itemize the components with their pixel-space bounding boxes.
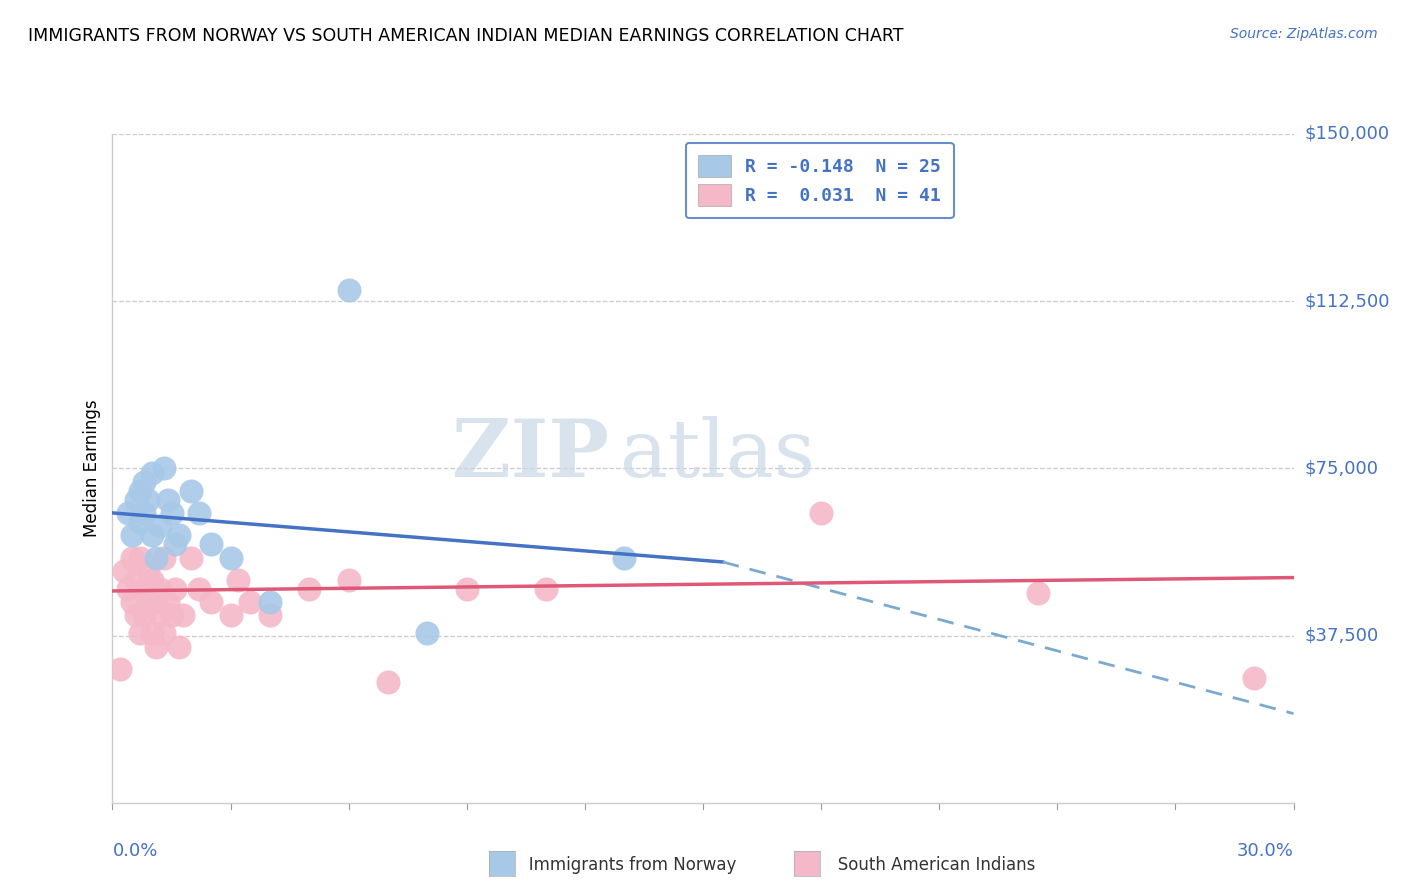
Point: [145, 550, 167, 565]
Point: [132, 506, 155, 520]
Text: $150,000: $150,000: [1305, 125, 1389, 143]
Point: [200, 537, 222, 551]
Point: [219, 608, 242, 623]
Point: [129, 483, 152, 498]
Point: [152, 550, 174, 565]
Text: Source: ZipAtlas.com: Source: ZipAtlas.com: [1230, 27, 1378, 41]
Point: [125, 608, 148, 623]
Point: [160, 506, 183, 520]
Legend: R = -0.148  N = 25, R =  0.031  N = 41: R = -0.148 N = 25, R = 0.031 N = 41: [686, 143, 953, 219]
Point: [141, 466, 163, 480]
Point: [1243, 671, 1265, 685]
Text: Immigrants from Norway: Immigrants from Norway: [492, 856, 737, 874]
Text: ZIP: ZIP: [451, 416, 609, 494]
Point: [810, 506, 832, 520]
Point: [337, 283, 360, 297]
Point: [132, 475, 155, 489]
Point: [160, 608, 183, 623]
Point: [188, 582, 211, 596]
Point: [129, 515, 152, 529]
Point: [141, 626, 163, 640]
Point: [337, 573, 360, 587]
Point: [129, 550, 152, 565]
Text: IMMIGRANTS FROM NORWAY VS SOUTH AMERICAN INDIAN MEDIAN EARNINGS CORRELATION CHAR: IMMIGRANTS FROM NORWAY VS SOUTH AMERICAN…: [28, 27, 904, 45]
Point: [416, 626, 439, 640]
Text: South American Indians: South American Indians: [801, 856, 1036, 874]
Point: [259, 595, 281, 609]
Point: [145, 595, 167, 609]
Point: [188, 506, 211, 520]
Text: 0.0%: 0.0%: [112, 842, 157, 860]
Point: [152, 461, 174, 475]
Point: [200, 595, 222, 609]
Point: [172, 608, 194, 623]
Point: [136, 492, 159, 507]
Point: [169, 640, 191, 654]
Text: $37,500: $37,500: [1305, 626, 1379, 645]
Text: 30.0%: 30.0%: [1237, 842, 1294, 860]
Point: [136, 564, 159, 578]
Point: [125, 492, 148, 507]
Point: [132, 608, 155, 623]
Point: [121, 528, 143, 542]
Point: [156, 492, 179, 507]
Text: $75,000: $75,000: [1305, 459, 1379, 477]
Point: [141, 573, 163, 587]
Point: [165, 582, 187, 596]
Point: [145, 640, 167, 654]
Point: [180, 550, 202, 565]
Y-axis label: Median Earnings: Median Earnings: [83, 400, 101, 537]
Point: [117, 582, 139, 596]
Point: [534, 582, 557, 596]
Point: [156, 595, 179, 609]
Point: [239, 595, 262, 609]
Point: [152, 626, 174, 640]
Point: [228, 573, 250, 587]
Point: [117, 506, 139, 520]
Text: $112,500: $112,500: [1305, 292, 1391, 310]
Point: [125, 573, 148, 587]
Point: [613, 550, 636, 565]
Point: [121, 550, 143, 565]
Point: [110, 662, 132, 676]
Point: [129, 626, 152, 640]
Point: [219, 550, 242, 565]
Point: [141, 528, 163, 542]
Point: [149, 608, 172, 623]
Point: [149, 519, 172, 533]
Point: [165, 537, 187, 551]
Point: [377, 675, 399, 690]
Point: [112, 564, 135, 578]
Point: [180, 483, 202, 498]
Point: [132, 582, 155, 596]
Point: [121, 595, 143, 609]
Point: [149, 582, 172, 596]
Point: [298, 582, 321, 596]
Point: [169, 528, 191, 542]
Point: [1026, 586, 1049, 600]
Point: [456, 582, 478, 596]
Text: atlas: atlas: [620, 416, 815, 494]
Point: [136, 595, 159, 609]
Point: [259, 608, 281, 623]
